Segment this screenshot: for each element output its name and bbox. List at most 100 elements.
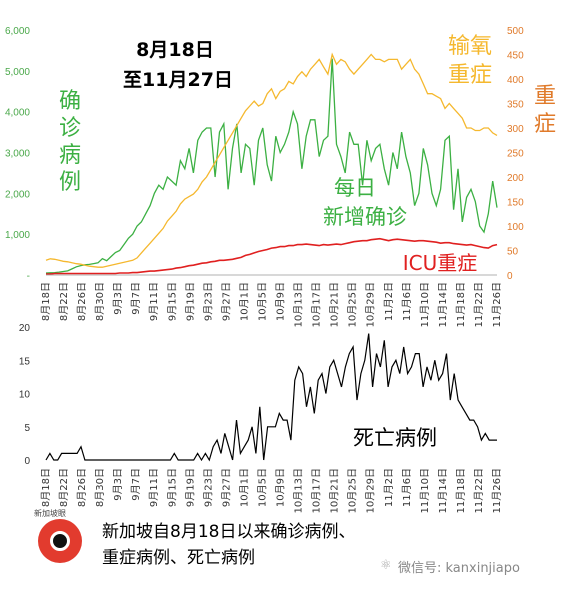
bottom-y-tick: 20	[19, 323, 31, 334]
deaths-series-label: 死亡病例	[353, 426, 437, 450]
x-tick-label: 9月19日	[184, 282, 196, 321]
x-tick-label: 10月29日	[365, 282, 377, 327]
right-axis-tick: 300	[507, 124, 524, 135]
x-tick-label: 8月18日	[40, 282, 52, 321]
right-axis-tick: 350	[507, 100, 524, 111]
series-line-green	[45, 58, 498, 274]
left-axis-label-char: 确	[59, 89, 81, 114]
x-tick-label: 10月1日	[238, 282, 250, 321]
x-tick-label: 9月27日	[220, 282, 232, 321]
x-tick-label: 10月9日	[275, 282, 287, 321]
x-tick-label: 8月22日	[58, 468, 70, 507]
x-tick-label: 10月29日	[365, 468, 377, 513]
left-axis-label-char: 例	[59, 170, 81, 195]
red-series-label: ICU重症	[403, 251, 478, 275]
right-axis-tick: 400	[507, 75, 524, 86]
x-tick-label: 11月2日	[383, 468, 395, 507]
x-tick-label: 10月5日	[256, 282, 268, 321]
x-tick-label: 9月7日	[130, 282, 142, 315]
x-tick-label: 11月22日	[473, 468, 485, 513]
left-axis-tick: 2,000	[5, 189, 30, 200]
left-axis-tick: 4,000	[5, 108, 30, 119]
x-tick-label: 8月30日	[94, 282, 106, 321]
chart-title-line-2: 至11月27日	[123, 69, 233, 91]
left-axis-tick: 3,000	[5, 149, 30, 160]
left-axis-label-char: 病	[59, 143, 81, 168]
x-tick-label: 8月18日	[40, 468, 52, 507]
logo-text: 新加坡眼	[34, 509, 66, 518]
x-tick-label: 10月13日	[293, 468, 305, 513]
left-axis-tick: -	[27, 271, 30, 282]
x-tick-label: 11月6日	[401, 282, 413, 321]
chart-title-line-1: 8月18日	[136, 39, 214, 61]
x-tick-label: 8月22日	[58, 282, 70, 321]
orange-series-label-line-2: 重症	[448, 63, 492, 88]
x-tick-label: 11月18日	[455, 468, 467, 513]
wechat-icon: ⚛	[380, 558, 392, 573]
x-tick-label: 9月15日	[166, 468, 178, 507]
orange-series-label-line-1: 输氧	[448, 34, 492, 59]
x-tick-label: 8月26日	[76, 468, 88, 507]
bottom-y-tick: 0	[24, 456, 30, 467]
x-tick-label: 11月26日	[491, 282, 503, 327]
left-axis-tick: 6,000	[5, 26, 30, 37]
x-tick-label: 8月26日	[76, 282, 88, 321]
x-tick-label: 10月25日	[347, 468, 359, 513]
footer-caption-line-2: 重症病例、死亡病例	[102, 548, 255, 568]
x-tick-label: 11月26日	[491, 468, 503, 513]
x-tick-label: 11月22日	[473, 282, 485, 327]
footer-caption-line-1: 新加坡自8月18日以来确诊病例、	[102, 522, 356, 542]
x-tick-label: 11月18日	[455, 282, 467, 327]
left-axis-label-char: 诊	[59, 116, 81, 141]
bottom-y-tick: 10	[19, 390, 31, 401]
top-chart: - 1,000 2,000 3,000 4,000 5,000 6,000 0 50 100 150…	[5, 26, 556, 327]
x-tick-label: 11月2日	[383, 282, 395, 321]
logo-eye-icon	[50, 531, 70, 551]
right-axis-tick: 450	[507, 51, 524, 62]
series-line-orange	[45, 52, 498, 268]
x-tick-label: 11月10日	[419, 282, 431, 327]
x-tick-label: 9月11日	[148, 468, 160, 507]
x-tick-label: 10月9日	[275, 468, 287, 507]
x-tick-label: 11月14日	[437, 282, 449, 327]
x-tick-label: 10月17日	[311, 282, 323, 327]
footer-caption: 新加坡自8月18日以来确诊病例、 重症病例、死亡病例	[102, 519, 355, 571]
right-axis-tick: 250	[507, 149, 524, 160]
x-tick-label: 9月19日	[184, 468, 196, 507]
left-axis-tick: 5,000	[5, 67, 30, 78]
x-tick-label: 9月23日	[202, 468, 214, 507]
x-tick-label: 9月15日	[166, 282, 178, 321]
deaths-series-line	[45, 333, 497, 462]
x-tick-label: 10月5日	[256, 468, 268, 507]
x-tick-label: 9月27日	[220, 468, 232, 507]
x-tick-label: 9月3日	[112, 468, 124, 501]
right-axis-label-char: 重	[534, 84, 556, 109]
right-axis-label-char: 症	[534, 112, 556, 137]
x-tick-label: 11月6日	[401, 468, 413, 507]
wechat-id: 微信号: kanxinjiapo	[398, 561, 520, 576]
x-tick-label: 10月21日	[329, 468, 341, 513]
x-tick-label: 10月21日	[329, 282, 341, 327]
x-tick-label: 9月3日	[112, 282, 124, 315]
bottom-chart: 0 5 10 15 20 8月18日 8月22日 8月26日 8月30日 9月3日 9月7日 9月11…	[19, 323, 503, 513]
x-tick-label: 10月17日	[311, 468, 323, 513]
right-axis-tick: 200	[507, 173, 524, 184]
right-axis-tick: 100	[507, 222, 524, 233]
x-tick-label: 10月1日	[238, 468, 250, 507]
x-tick-label: 10月13日	[293, 282, 305, 327]
green-series-label-line-1: 每日	[334, 176, 376, 200]
right-axis-tick: 500	[507, 26, 524, 37]
right-axis-tick: 150	[507, 198, 524, 209]
bottom-y-tick: 15	[19, 356, 31, 367]
bottom-y-tick: 5	[24, 423, 30, 434]
x-tick-label: 11月10日	[419, 468, 431, 513]
x-tick-label: 11月14日	[437, 468, 449, 513]
series-line-red	[46, 237, 498, 275]
x-tick-label: 9月11日	[148, 282, 160, 321]
x-tick-label: 10月25日	[347, 282, 359, 327]
x-tick-label: 9月7日	[130, 468, 142, 501]
left-axis-tick: 1,000	[5, 230, 30, 241]
right-axis-tick: 0	[507, 271, 513, 282]
x-tick-label: 8月30日	[94, 468, 106, 507]
